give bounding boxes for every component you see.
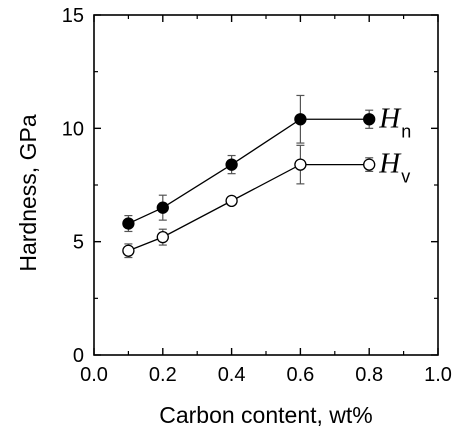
y-tick-label: 10 [62, 118, 84, 140]
x-tick-label: 0.8 [355, 364, 383, 386]
x-tick-label: 0.6 [286, 364, 314, 386]
series-label-sub: v [401, 167, 410, 187]
data-point [294, 158, 307, 171]
series-h-v [122, 144, 376, 259]
data-point [122, 244, 135, 257]
x-tick-label: 0.4 [218, 364, 246, 386]
x-tick-label: 0.2 [149, 364, 177, 386]
data-point [363, 113, 376, 126]
x-tick-label: 1.0 [424, 364, 452, 386]
data-point [122, 217, 135, 230]
data-point [156, 201, 169, 214]
y-tick-label: 15 [62, 5, 84, 27]
y-tick-label: 0 [73, 345, 84, 367]
series-h-n [122, 94, 376, 233]
series-label-sub: n [401, 121, 411, 141]
y-tick-label: 5 [73, 232, 84, 254]
series-layer [122, 94, 376, 259]
y-ticks: 0 5 10 15 [62, 5, 438, 367]
y-axis-title: Hardness, GPa [15, 114, 41, 271]
series-label-main: H [378, 148, 402, 180]
series-label-main: H [378, 102, 402, 134]
data-point [225, 194, 238, 208]
x-ticks: 0.0 0.2 0.4 0.6 0.8 1.0 [80, 15, 452, 386]
data-point [363, 158, 376, 171]
x-tick-label: 0.0 [80, 364, 108, 386]
data-point [225, 158, 238, 171]
x-axis-title: Carbon content, wt% [159, 402, 373, 428]
data-point [294, 113, 307, 126]
data-point [156, 230, 169, 244]
